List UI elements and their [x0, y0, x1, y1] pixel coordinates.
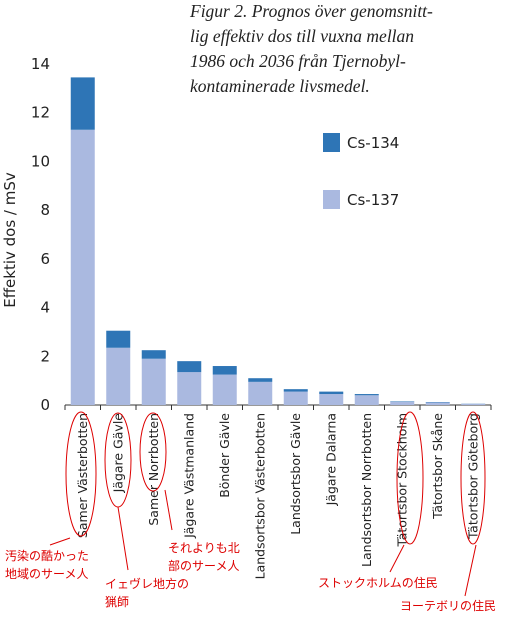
bar-segment: [212, 366, 237, 375]
bar-segment: [141, 350, 166, 359]
annotation-ellipse: [396, 411, 424, 545]
y-tick-label: 12: [31, 104, 50, 122]
x-tick-label: Samer Västerbotten: [75, 413, 90, 538]
bar-segment: [425, 402, 450, 405]
annotation-text: ヨーテボリの住民: [400, 599, 496, 613]
x-tick-label: Tätortsbor Göteborg: [465, 413, 480, 540]
annotation-text: 部のサーメ人: [168, 558, 240, 573]
bar-segment: [319, 391, 344, 395]
annotation-ellipse: [139, 412, 167, 492]
bar-segment: [141, 358, 166, 405]
bar-segment: [177, 372, 202, 405]
x-tick-label: Jägare Västmanland: [181, 413, 196, 539]
legend-label: Cs-134: [347, 134, 399, 152]
x-tick-label: Tätortsbor Skåne: [430, 413, 445, 520]
x-tick-label: Landsortsbor Västerbotten: [252, 413, 267, 579]
y-axis-label: Effektiv dos / mSv: [1, 172, 19, 308]
y-tick-label: 6: [40, 250, 50, 268]
annotation-leader: [164, 489, 173, 531]
annotation-text: イェヴレ地方の: [105, 576, 189, 591]
annotation-ellipse: [65, 411, 97, 537]
annotation-ellipse: [460, 411, 486, 545]
bar-segment: [70, 77, 95, 130]
bar-segment: [461, 404, 486, 405]
bar-segment: [212, 374, 237, 405]
y-tick-label: 10: [31, 152, 50, 170]
bar-segment: [70, 129, 95, 405]
annotation-text: それよりも北: [168, 541, 240, 555]
bar-segment: [283, 391, 308, 405]
bar-segment: [354, 394, 379, 396]
y-tick-label: 8: [40, 201, 50, 219]
x-tick-label: Landsortsbor Gävle: [288, 413, 303, 535]
legend-swatch: [323, 133, 340, 152]
x-tick-label: Landsortsbor Norrbotten: [359, 413, 374, 567]
bar-segment: [248, 381, 273, 405]
annotation-leader: [49, 537, 71, 546]
y-tick-label: 14: [31, 55, 50, 73]
bar-segment: [177, 361, 202, 373]
bar-segment: [354, 395, 379, 405]
x-tick-label: Jägare Dalarna: [323, 413, 338, 506]
legend-label: Cs-137: [347, 191, 399, 209]
legend-swatch: [323, 190, 340, 209]
bar-segment: [106, 330, 131, 348]
x-tick-label: Bönder Gävle: [217, 413, 232, 498]
chart-title: Figur 2. Prognos över genomsnitt-: [189, 1, 433, 21]
annotation-text: 汚染の酷かった: [5, 548, 89, 563]
x-tick-label: Tätortsbor Stockholm: [394, 413, 409, 547]
y-tick-label: 0: [40, 396, 50, 414]
annotation-leader: [464, 544, 477, 597]
y-tick-label: 4: [40, 299, 50, 317]
bar-segment: [319, 394, 344, 405]
annotation-leader: [117, 506, 129, 571]
chart-title: 1986 och 2036 från Tjernobyl-: [190, 51, 406, 71]
bar-segment: [390, 401, 415, 405]
annotation-leader: [389, 544, 405, 573]
y-tick-label: 2: [40, 347, 50, 365]
chart-title: kontaminerade livsmedel.: [190, 76, 370, 96]
bar-segment: [248, 378, 273, 382]
x-tick-label: Jägare Gävle: [110, 413, 125, 494]
annotation-text: 地域のサーメ人: [5, 567, 89, 581]
bar-segment: [106, 347, 131, 405]
annotation-text: 猟師: [105, 595, 129, 609]
chart-title: lig effektiv dos till vuxna mellan: [190, 26, 414, 46]
bar-segment: [283, 389, 308, 392]
x-tick-label: Samer Norrbotten: [146, 413, 161, 526]
annotation-text: ストックホルムの住民: [318, 576, 438, 590]
